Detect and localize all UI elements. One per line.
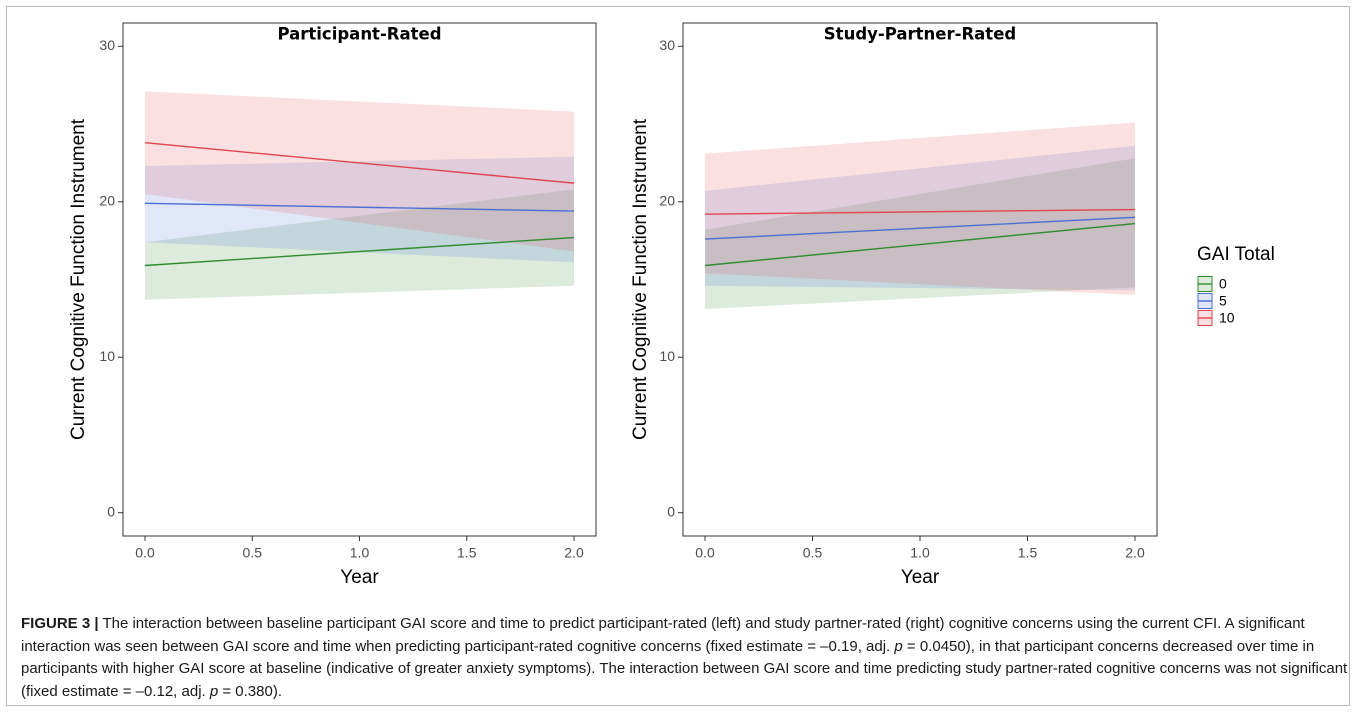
legend-label-0: 0	[1219, 276, 1227, 292]
series-line-10	[704, 208, 1136, 215]
y-tick-label: 10	[99, 348, 115, 364]
y-tick-label: 0	[107, 503, 115, 519]
x-tick-label: 0.5	[243, 545, 263, 561]
x-axis-title: Year	[340, 567, 379, 588]
legend-label-10: 10	[1219, 310, 1235, 326]
ci-band-10	[705, 122, 1135, 296]
ci-band-0	[705, 158, 1135, 310]
ci-band-5	[705, 145, 1135, 291]
x-tick-label: 1.0	[350, 545, 370, 561]
ci-band-5	[145, 156, 574, 263]
chart-panel-1: Participant-Rated 0 10 20 30 0.0 0.5 1.0 1.5 2.0 Y…	[68, 22, 597, 588]
y-tick-label: 20	[659, 192, 675, 208]
panel-title-2: Study-Partner-Rated	[824, 25, 1016, 44]
y-axis-title: Current Cognitive Function Instrument	[68, 118, 89, 440]
x-tick-label: 0.5	[803, 545, 823, 561]
figure-canvas: Participant-Rated 0 10 20 30 0.0 0.5 1.0 1.5 2.0 Y…	[68, 22, 1275, 588]
ci-band-0	[145, 189, 574, 300]
series-line-0	[144, 236, 575, 267]
x-tick-label: 2.0	[564, 545, 584, 561]
series-line-10	[144, 142, 575, 184]
caption-p-2: p	[209, 682, 219, 700]
x-tick-label: 1.0	[910, 545, 930, 561]
y-tick-label: 10	[659, 348, 675, 364]
y-tick-label: 30	[99, 37, 115, 53]
series-line-5	[704, 216, 1136, 240]
ci-band-10	[145, 91, 574, 252]
figure-frame: Participant-Rated 0 10 20 30 0.0 0.5 1.0 1.5 2.0 Y…	[6, 6, 1350, 706]
caption-text-2: = 0.0450), in that participant concerns …	[21, 637, 1348, 700]
legend-title: GAI Total	[1197, 244, 1275, 265]
y-tick-label: 0	[667, 503, 675, 519]
caption-p-1: p	[894, 637, 903, 655]
caption-label: FIGURE 3 |	[21, 615, 99, 632]
panel-title-1: Participant-Rated	[277, 25, 441, 44]
chart-panel-2: Study-Partner-Rated 0 10 20 30 0.0 0.5 1.0 1.5 2.…	[630, 22, 1158, 588]
y-axis-title: Current Cognitive Function Instrument	[630, 118, 651, 440]
series-line-0	[704, 222, 1136, 267]
figure-caption: FIGURE 3 | The interaction between basel…	[21, 613, 1351, 703]
legend-label-5: 5	[1219, 293, 1227, 309]
series-line-5	[144, 202, 575, 212]
x-tick-label: 1.5	[457, 545, 477, 561]
y-tick-label: 30	[659, 37, 675, 53]
caption-text-3: = 0.380).	[218, 682, 282, 700]
caption-text-1: The interaction between baseline partici…	[21, 615, 1305, 655]
x-tick-label: 0.0	[135, 545, 155, 561]
x-tick-label: 0.0	[695, 545, 715, 561]
x-tick-label: 2.0	[1125, 545, 1145, 561]
x-axis-title: Year	[901, 567, 940, 588]
y-tick-label: 20	[99, 192, 115, 208]
x-tick-label: 1.5	[1018, 545, 1038, 561]
